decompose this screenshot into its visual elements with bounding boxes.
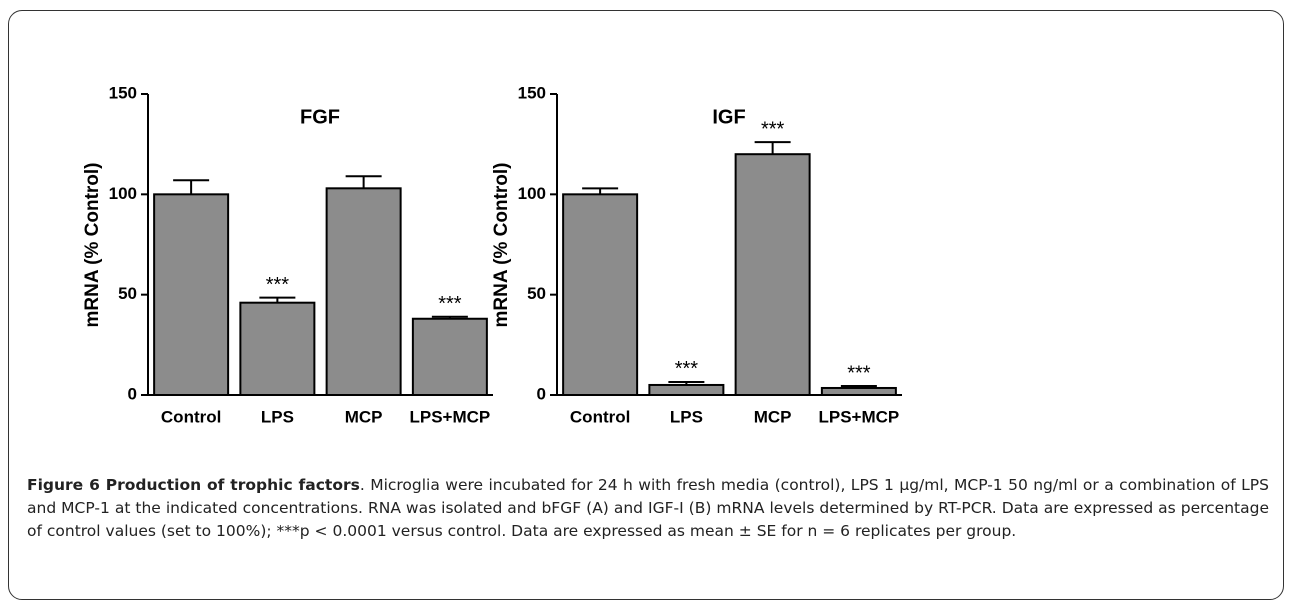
bar — [153, 193, 230, 396]
bar — [239, 301, 316, 396]
significance-mark: *** — [438, 293, 462, 315]
significance-mark: *** — [761, 118, 785, 140]
caption: Figure 6 Production of trophic factors. … — [27, 474, 1269, 543]
y-axis-label: mRNA (% Control) — [491, 163, 512, 328]
bar — [648, 383, 725, 397]
y-tick-label: 0 — [537, 384, 546, 403]
y-tick-label: 50 — [118, 284, 137, 303]
caption-title: Figure 6 Production of trophic factors — [27, 476, 360, 494]
x-tick-label: MCP — [345, 407, 383, 426]
bar — [562, 193, 639, 396]
bar — [325, 187, 402, 396]
y-tick-label: 150 — [518, 83, 546, 102]
x-tick-label: LPS+MCP — [818, 407, 899, 426]
y-tick-label: 50 — [527, 284, 546, 303]
x-tick-label: MCP — [754, 407, 792, 426]
chart-title: FGF — [300, 106, 340, 128]
y-tick-label: 100 — [109, 184, 137, 203]
x-tick-label: Control — [570, 407, 630, 426]
page: FGF mRNA (% Control) 0 50 100 150 Control LPS MC… — [8, 10, 1284, 600]
y-tick-label: 100 — [518, 184, 546, 203]
x-tick-label: Control — [161, 407, 221, 426]
chart-title: IGF — [712, 106, 745, 128]
x-tick-label: LPS+MCP — [409, 407, 490, 426]
significance-mark: *** — [847, 362, 871, 384]
x-tick-label: LPS — [670, 407, 703, 426]
caption-text: . Microglia were incubated for 24 h with… — [27, 476, 1269, 540]
y-tick-label: 0 — [128, 384, 137, 403]
charts: FGF mRNA (% Control) 0 50 100 150 Control LPS MC… — [82, 83, 902, 426]
y-tick-label: 150 — [109, 83, 137, 102]
y-axis-label: mRNA (% Control) — [82, 163, 103, 328]
bar — [820, 386, 897, 396]
bar — [734, 153, 811, 396]
bar — [411, 317, 488, 397]
significance-mark: *** — [675, 358, 699, 380]
x-tick-label: LPS — [261, 407, 294, 426]
significance-mark: *** — [266, 274, 290, 296]
